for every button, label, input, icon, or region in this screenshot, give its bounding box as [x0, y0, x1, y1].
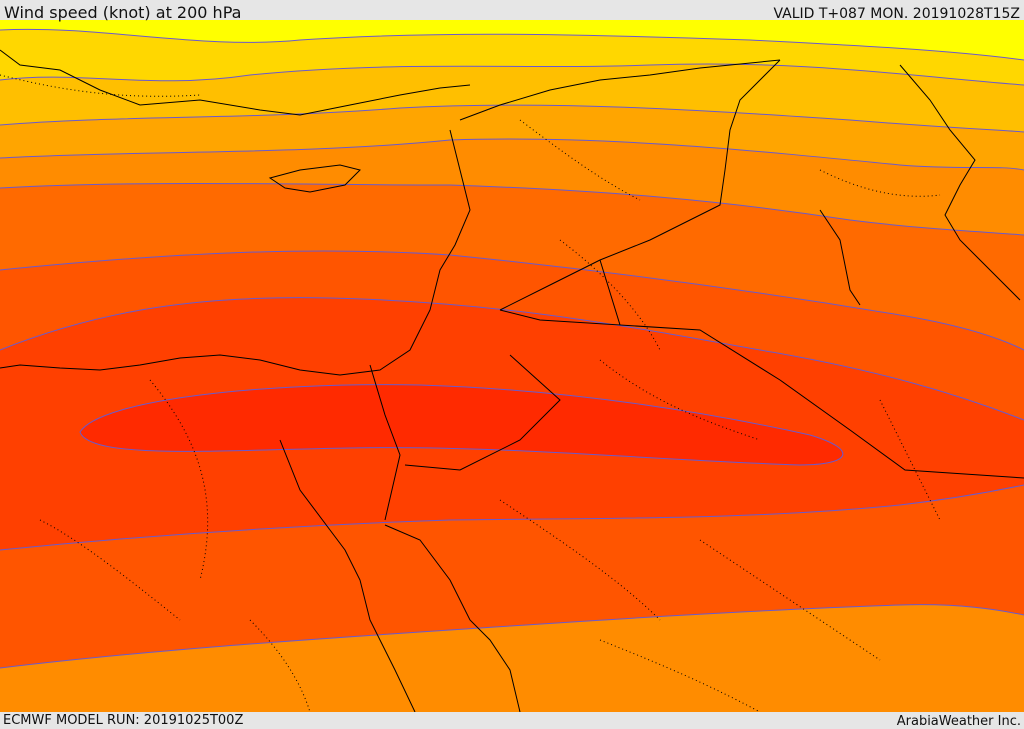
israel-egypt-border	[369, 364, 401, 521]
band-9	[80, 384, 843, 465]
persian-gulf-coast	[819, 209, 861, 306]
header-bar: Wind speed (knot) at 200 hPa VALID T+087…	[0, 0, 1024, 22]
lower-bands	[0, 485, 1024, 712]
iran-border	[899, 64, 1021, 301]
valid-time: VALID T+087 MON. 20191028T15Z	[773, 6, 1020, 22]
red-sea-coast	[384, 524, 521, 712]
country-borders	[0, 49, 1024, 712]
isotach-contours	[0, 28, 1024, 669]
credit-label: ArabiaWeather Inc.	[896, 714, 1021, 729]
wind-speed-map[interactable]	[0, 20, 1024, 712]
saudi-north-border	[619, 324, 1024, 479]
levant-coast	[0, 129, 471, 376]
jordan-border	[499, 259, 621, 326]
gulf-of-suez	[279, 439, 416, 712]
admin-boundaries	[0, 74, 941, 712]
footer-bar: ECMWF MODEL RUN: 20191025T00Z ArabiaWeat…	[0, 712, 1024, 729]
map-title: Wind speed (knot) at 200 hPa	[4, 3, 242, 22]
saudi-jordan-border	[404, 354, 561, 471]
cyprus-coast	[268, 164, 361, 193]
model-run-label: ECMWF MODEL RUN: 20191025T00Z	[3, 713, 244, 728]
iraq-border	[499, 59, 781, 311]
lower-band-2	[0, 604, 1024, 712]
turkey-coast	[0, 49, 471, 116]
syria-turkey-border	[459, 59, 781, 121]
